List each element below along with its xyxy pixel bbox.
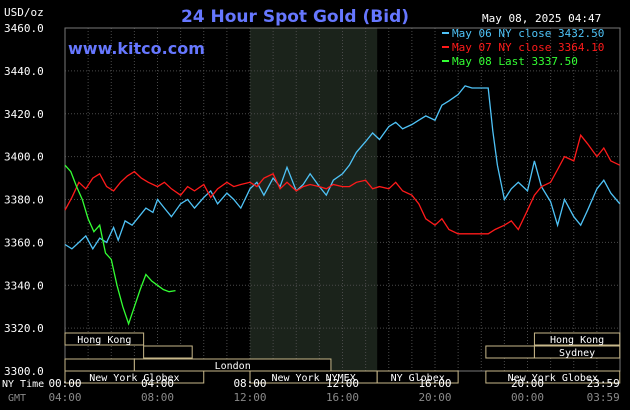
timestamp: May 08, 2025 04:47 (482, 12, 601, 25)
legend-entry: May 07 NY close 3364.10 (452, 41, 604, 54)
y-tick-label: 3400.0 (4, 151, 44, 164)
session-label: Hong Kong (550, 335, 604, 346)
y-tick-label: 3300.0 (4, 365, 44, 378)
x-tick-gmt: 20:00 (418, 391, 451, 404)
x-axis-gmt-label: GMT (8, 393, 26, 404)
session-label: Hong Kong (77, 335, 131, 346)
session-label: London (215, 361, 251, 372)
x-tick-ny: 16:00 (418, 377, 451, 390)
series-line-3 (64, 164, 176, 326)
chart-title: 24 Hour Spot Gold (Bid) (181, 7, 409, 27)
series-line-2 (64, 133, 621, 235)
session-label: New York Globex (508, 373, 598, 384)
legend-entry: May 06 NY close 3432.50 (452, 27, 604, 40)
session-label: Sydney (559, 348, 595, 359)
x-tick-ny: 04:00 (141, 377, 174, 390)
session-label: New York Globex (89, 373, 179, 384)
highlight-band (250, 28, 378, 371)
x-tick-gmt: 03:59 (587, 391, 620, 404)
session-bar (485, 345, 535, 359)
x-tick-ny: 12:00 (326, 377, 359, 390)
x-tick-gmt: 08:00 (141, 391, 174, 404)
session-bar (485, 370, 621, 384)
session-label: New York NYMEX (271, 373, 355, 384)
session-bar (64, 358, 135, 372)
session-bar (133, 358, 332, 372)
session-bar (533, 345, 621, 359)
x-tick-ny: 20:00 (511, 377, 544, 390)
session-bar (376, 370, 459, 384)
y-tick-label: 3440.0 (4, 65, 44, 78)
x-tick-gmt: 12:00 (233, 391, 266, 404)
series-line-1 (64, 85, 621, 251)
legend-entry: May 08 Last 3337.50 (452, 55, 578, 68)
x-tick-gmt: 00:00 (511, 391, 544, 404)
website-label: www.kitco.com (68, 39, 205, 58)
y-tick-label: 3420.0 (4, 108, 44, 121)
y-tick-label: 3460.0 (4, 22, 44, 35)
x-tick-ny: 08:00 (233, 377, 266, 390)
x-tick-ny: 00:00 (48, 377, 81, 390)
y-tick-label: 3380.0 (4, 194, 44, 207)
y-tick-label: 3340.0 (4, 279, 44, 292)
session-bar (64, 332, 145, 346)
x-tick-gmt: 04:00 (48, 391, 81, 404)
session-bar (143, 345, 193, 359)
session-bar (533, 332, 621, 346)
x-tick-gmt: 16:00 (326, 391, 359, 404)
y-tick-label: 3320.0 (4, 322, 44, 335)
y-tick-label: 3360.0 (4, 236, 44, 249)
session-bar (64, 370, 205, 384)
x-tick-ny: 23:59 (587, 377, 620, 390)
x-axis-ny-label: NY Time (2, 379, 44, 390)
session-label: NY Globex (391, 373, 445, 384)
y-axis-label: USD/oz (4, 6, 44, 19)
